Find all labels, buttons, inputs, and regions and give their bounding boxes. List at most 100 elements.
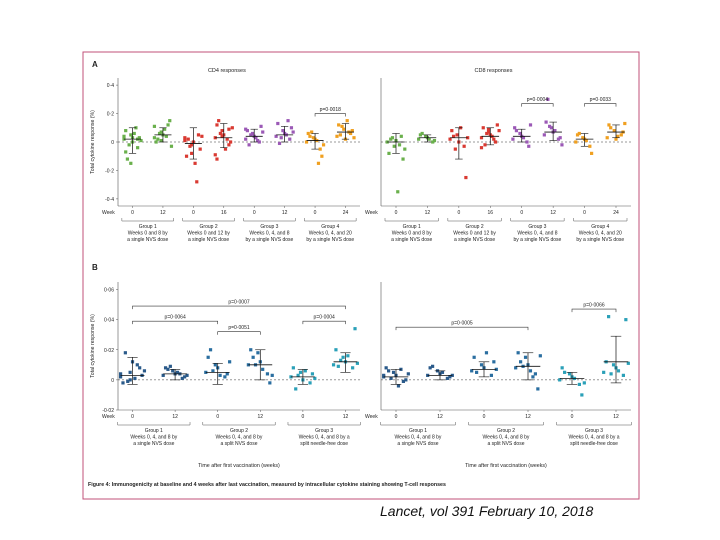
x-tick-label: 0 bbox=[253, 210, 256, 216]
group-label: a split NVS dose bbox=[488, 441, 525, 447]
data-point bbox=[215, 157, 219, 161]
data-point bbox=[605, 136, 609, 140]
data-point bbox=[171, 369, 175, 373]
x-tick-label: 0 bbox=[216, 414, 219, 420]
x-tick-label: 0 bbox=[395, 210, 398, 216]
data-point bbox=[318, 147, 322, 151]
panel-3: 0·06 0·04 0·02 0 -0·02 Total cytokine respons… bbox=[90, 282, 361, 469]
data-point bbox=[602, 370, 606, 374]
data-point bbox=[338, 133, 342, 137]
data-point bbox=[339, 358, 343, 362]
data-point bbox=[624, 318, 628, 322]
data-point bbox=[390, 136, 395, 140]
data-point bbox=[538, 354, 542, 358]
data-point bbox=[249, 133, 253, 137]
plots: CD4 responses 0·4 0·2 0 -0·2 -0·4 Total cytoki… bbox=[90, 68, 632, 469]
group-label: Weeks 0, 4, and 8 by a bbox=[299, 435, 350, 441]
data-point bbox=[218, 373, 222, 377]
p-value-label: p=0·0051 bbox=[228, 325, 249, 331]
data-point bbox=[590, 151, 594, 155]
x-tick-label: 12 bbox=[613, 414, 619, 420]
data-point bbox=[448, 137, 452, 141]
data-point bbox=[352, 136, 356, 140]
p-value-label: p=0·0066 bbox=[583, 303, 604, 309]
data-point bbox=[306, 131, 310, 136]
data-point bbox=[584, 138, 588, 143]
data-point bbox=[142, 369, 147, 373]
p-value-label: p=0·0007 bbox=[228, 300, 249, 306]
significance-bracket bbox=[584, 103, 617, 107]
y-tick-label: 0·4 bbox=[107, 83, 114, 89]
data-point bbox=[556, 137, 561, 141]
data-point bbox=[516, 351, 520, 355]
group-label: a single NVS dose bbox=[397, 441, 438, 447]
data-point bbox=[389, 137, 393, 141]
p-value-label: p=0·0018 bbox=[320, 107, 341, 113]
x-tick-label: 16 bbox=[221, 210, 227, 216]
data-point bbox=[404, 378, 408, 382]
group-label: by a single NVS dose bbox=[306, 237, 354, 243]
week-label: Week bbox=[365, 414, 378, 420]
data-point bbox=[320, 154, 324, 158]
data-point bbox=[392, 144, 396, 148]
data-point bbox=[387, 369, 391, 373]
data-point bbox=[184, 154, 189, 158]
data-point bbox=[121, 381, 125, 385]
data-point bbox=[183, 136, 187, 140]
group-brace bbox=[447, 218, 502, 222]
y-axis-label: Total cytokine response (%) bbox=[90, 110, 96, 174]
data-point bbox=[462, 144, 466, 148]
data-point bbox=[265, 372, 270, 376]
data-point bbox=[492, 137, 496, 141]
data-point bbox=[397, 143, 402, 147]
data-point bbox=[489, 373, 493, 377]
data-point bbox=[206, 355, 210, 359]
data-point bbox=[417, 137, 421, 141]
y-tick-label: -0·2 bbox=[105, 168, 114, 174]
group-brace bbox=[510, 218, 565, 222]
data-point bbox=[129, 161, 133, 165]
data-point bbox=[154, 140, 158, 144]
data-point bbox=[567, 372, 572, 376]
data-point bbox=[560, 366, 564, 370]
group-label: Weeks 0, 4, and 8 by bbox=[483, 435, 530, 441]
significance-bracket bbox=[132, 305, 346, 310]
data-point bbox=[304, 140, 309, 144]
data-point bbox=[218, 131, 222, 136]
data-point bbox=[213, 363, 217, 367]
data-point bbox=[129, 133, 133, 137]
data-point bbox=[127, 143, 131, 147]
data-point bbox=[166, 123, 170, 127]
week-label: Week bbox=[102, 414, 115, 420]
data-point bbox=[450, 129, 454, 133]
data-point bbox=[609, 126, 613, 130]
group-brace bbox=[304, 218, 357, 222]
data-point bbox=[387, 151, 391, 155]
data-point bbox=[276, 121, 280, 126]
x-tick-label: 12 bbox=[425, 210, 431, 216]
data-point bbox=[549, 126, 553, 130]
data-point bbox=[581, 136, 585, 140]
data-point bbox=[286, 119, 290, 123]
data-point bbox=[619, 133, 623, 137]
group-label: a single NVS dose bbox=[391, 237, 432, 243]
x-tick-label: 0 bbox=[301, 414, 304, 420]
data-point bbox=[382, 373, 386, 377]
group-label: Weeks 0, 4, and 8 bbox=[249, 231, 289, 237]
data-point bbox=[588, 144, 592, 148]
data-point bbox=[227, 127, 231, 131]
data-point bbox=[432, 138, 437, 143]
x-tick-label: 12 bbox=[343, 414, 349, 420]
data-point bbox=[331, 363, 336, 367]
data-point bbox=[614, 137, 618, 141]
panel-title: CD8 responses bbox=[475, 68, 513, 74]
x-tick-label: 24 bbox=[613, 210, 619, 216]
data-point bbox=[546, 97, 550, 101]
group-label: Weeks 0 and 8 by bbox=[392, 231, 432, 237]
figure-caption: Figure 4: Immunogenicity at baseline and… bbox=[88, 482, 446, 488]
data-point bbox=[296, 373, 300, 377]
data-point bbox=[303, 369, 307, 373]
data-point bbox=[563, 370, 567, 374]
y-tick-label: 0 bbox=[111, 378, 114, 384]
y-axis-label: Total cytokine response (%) bbox=[90, 314, 96, 378]
